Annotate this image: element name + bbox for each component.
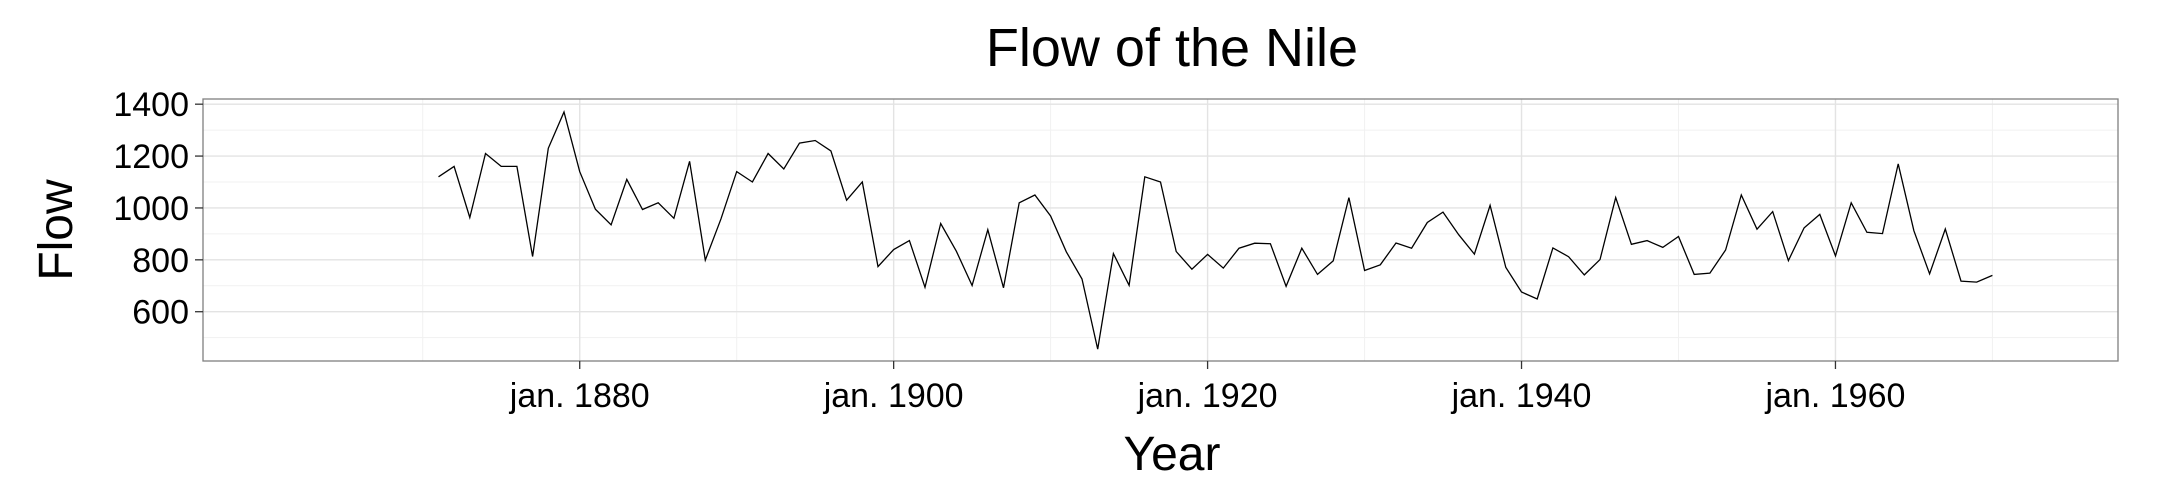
x-axis-tick-labels: jan. 1880 jan. 1900 jan. 1920 jan. 1940 jan.… bbox=[509, 377, 1906, 415]
y-tick-label: 1400 bbox=[113, 86, 189, 124]
y-tick-label: 1200 bbox=[113, 138, 189, 176]
plot-panel bbox=[202, 98, 2119, 362]
y-axis-tick-labels: 600 800 1000 1200 1400 bbox=[113, 86, 189, 332]
x-tick-label: jan. 1900 bbox=[823, 377, 964, 415]
x-tick-label: jan. 1920 bbox=[1137, 377, 1278, 415]
flow-series-line bbox=[438, 110, 1993, 350]
y-tick-label: 800 bbox=[132, 242, 189, 280]
chart-title: Flow of the Nile bbox=[986, 18, 1358, 78]
axis-ticks bbox=[195, 103, 1837, 369]
x-axis-label: Year bbox=[1124, 428, 1221, 481]
x-tick-label: jan. 1940 bbox=[1451, 377, 1592, 415]
x-tick-label: jan. 1880 bbox=[509, 377, 650, 415]
grid-lines bbox=[203, 99, 2118, 361]
flow-data-points bbox=[438, 112, 1992, 349]
x-tick-label: jan. 1960 bbox=[1765, 377, 1906, 415]
y-axis-label: Flow bbox=[30, 179, 83, 281]
y-tick-label: 1000 bbox=[113, 190, 189, 228]
y-tick-label: 600 bbox=[132, 294, 189, 332]
